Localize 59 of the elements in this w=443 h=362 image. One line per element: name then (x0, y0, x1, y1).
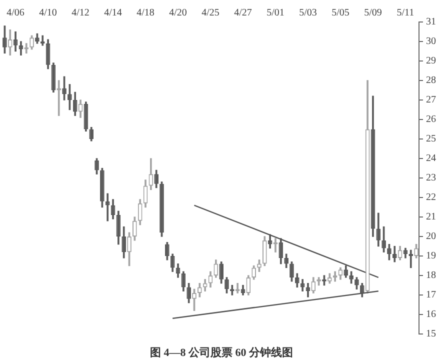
candlestick (105, 193, 110, 222)
candlestick (165, 242, 170, 260)
candlestick (160, 182, 164, 237)
y-tick-label: 22 (426, 192, 436, 204)
x-tick-label: 4/12 (72, 8, 90, 19)
y-tick-label: 18 (426, 270, 436, 282)
candlestick (68, 84, 72, 110)
candlestick (349, 271, 354, 284)
y-tick-label: 29 (426, 56, 436, 67)
candlestick (414, 244, 418, 258)
y-tick-label: 19 (426, 250, 436, 262)
y-tick-label: 21 (426, 212, 436, 223)
x-tick-label: 5/09 (364, 8, 382, 19)
y-tick-label: 23 (426, 172, 436, 184)
candlestick (127, 232, 132, 266)
x-tick-label: 4/06 (6, 8, 24, 19)
candlestick (290, 262, 294, 282)
candlestick (94, 158, 99, 174)
candlestick (192, 288, 196, 311)
x-tick-label: 4/14 (104, 8, 122, 19)
y-tick-label: 16 (426, 309, 436, 320)
x-tick-label: 4/18 (136, 8, 154, 19)
candlestick (62, 76, 66, 100)
candlestick (132, 216, 137, 241)
y-tick-label: 25 (426, 134, 436, 145)
candlestick (35, 33, 40, 44)
text: 图 4—8 公司股票 60 分钟线图 (149, 346, 294, 361)
y-tick-label: 31 (426, 16, 436, 28)
x-tick-label: 4/20 (169, 8, 187, 19)
y-tick-label: 15 (426, 328, 436, 340)
y-tick-label: 24 (426, 153, 436, 164)
candlestick (252, 265, 256, 280)
x-tick-label: 4/10 (39, 8, 57, 19)
y-tick-label: 30 (426, 36, 436, 48)
candlestick (382, 226, 386, 252)
candlestick (224, 277, 229, 294)
y-tick-label: 20 (426, 231, 436, 242)
candlestick (408, 250, 414, 268)
candlestick (387, 244, 392, 260)
candlestick (198, 282, 202, 298)
y-tick-label: 28 (426, 75, 436, 86)
x-tick-label: 5/05 (332, 8, 350, 19)
candlestick (186, 282, 192, 304)
candlestick (2, 26, 7, 54)
x-tick-label: 4/25 (202, 8, 220, 19)
candlestick (219, 262, 224, 284)
candlestick (30, 35, 34, 50)
candlestick (354, 277, 359, 290)
x-tick-label: 5/03 (299, 8, 317, 19)
y-tick-label: 26 (426, 114, 436, 126)
candlestick (262, 236, 267, 266)
y-tick-label: 17 (426, 290, 436, 301)
x-tick-label: 5/01 (266, 8, 284, 19)
x-tick-label: 4/27 (234, 8, 252, 19)
x-tick-label: 5/11 (396, 8, 414, 19)
candlestick (154, 170, 159, 188)
candlestick (100, 168, 104, 208)
y-tick-label: 27 (426, 94, 436, 106)
candlestick (284, 254, 288, 268)
